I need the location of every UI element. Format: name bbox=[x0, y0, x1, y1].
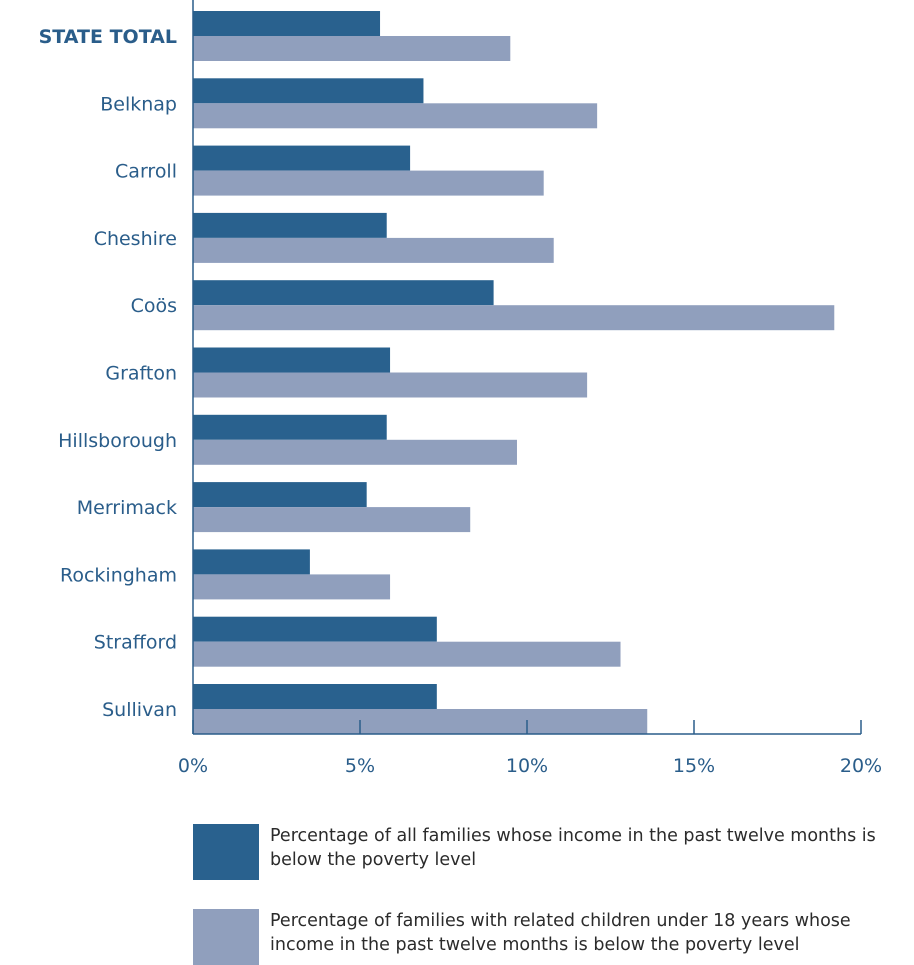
bar-sullivan-series-1 bbox=[193, 684, 437, 709]
category-label: Strafford bbox=[94, 632, 177, 654]
bar-co-s-series-1 bbox=[193, 280, 494, 306]
bar-rockingham-series-1 bbox=[193, 549, 310, 575]
legend-label-families-with-children: Percentage of families with related chil… bbox=[270, 911, 851, 955]
bar-carroll-series-2 bbox=[193, 170, 544, 196]
bar-strafford-series-1 bbox=[193, 616, 437, 642]
bar-grafton-series-2 bbox=[193, 372, 588, 398]
legend-swatch-families-with-children bbox=[193, 909, 259, 965]
category-label: Hillsborough bbox=[58, 430, 177, 452]
category-label: Grafton bbox=[105, 363, 177, 385]
bar-cheshire-series-2 bbox=[193, 237, 554, 263]
category-label: Cheshire bbox=[94, 228, 177, 250]
bar-strafford-series-2 bbox=[193, 641, 621, 667]
bar-cheshire-series-1 bbox=[193, 212, 387, 238]
bar-hillsborough-series-1 bbox=[193, 414, 387, 440]
bar-state-total-series-2 bbox=[193, 36, 511, 61]
bar-carroll-series-1 bbox=[193, 145, 411, 171]
bars-group bbox=[193, 11, 835, 734]
legend-item-all-families: Percentage of all families whose income … bbox=[193, 824, 910, 880]
category-label: Rockingham bbox=[60, 564, 177, 586]
bar-merrimack-series-1 bbox=[193, 482, 367, 508]
bar-rockingham-series-2 bbox=[193, 574, 391, 600]
x-tick-label: 20% bbox=[840, 755, 882, 777]
x-tick-label: 15% bbox=[673, 755, 715, 777]
bar-merrimack-series-2 bbox=[193, 507, 471, 533]
bar-chart: STATE TOTAL Belknap Carroll Cheshire Coös Gra… bbox=[39, 0, 882, 777]
x-tick-label: 5% bbox=[345, 755, 375, 777]
category-label: Coös bbox=[131, 295, 177, 317]
legend-label-all-families: Percentage of all families whose income … bbox=[270, 826, 876, 870]
category-labels: STATE TOTAL Belknap Carroll Cheshire Coös Gra… bbox=[39, 26, 177, 721]
bar-belknap-series-1 bbox=[193, 78, 424, 104]
category-label: Sullivan bbox=[102, 699, 177, 721]
category-label: Carroll bbox=[115, 161, 177, 183]
bar-grafton-series-1 bbox=[193, 347, 391, 373]
category-label: Belknap bbox=[100, 93, 177, 115]
bar-belknap-series-2 bbox=[193, 103, 598, 129]
bar-co-s-series-2 bbox=[193, 305, 835, 331]
x-axis-ticks: 0% 5% 10% 15% 20% bbox=[178, 720, 882, 777]
x-tick-label: 0% bbox=[178, 755, 208, 777]
legend-item-families-with-children: Percentage of families with related chil… bbox=[193, 909, 910, 965]
category-label: Merrimack bbox=[77, 497, 177, 519]
category-label: STATE TOTAL bbox=[39, 26, 177, 48]
bar-sullivan-series-2 bbox=[193, 709, 648, 734]
bar-state-total-series-1 bbox=[193, 11, 381, 36]
x-tick-label: 10% bbox=[506, 755, 548, 777]
legend-swatch-all-families bbox=[193, 824, 259, 880]
bar-hillsborough-series-2 bbox=[193, 439, 517, 465]
